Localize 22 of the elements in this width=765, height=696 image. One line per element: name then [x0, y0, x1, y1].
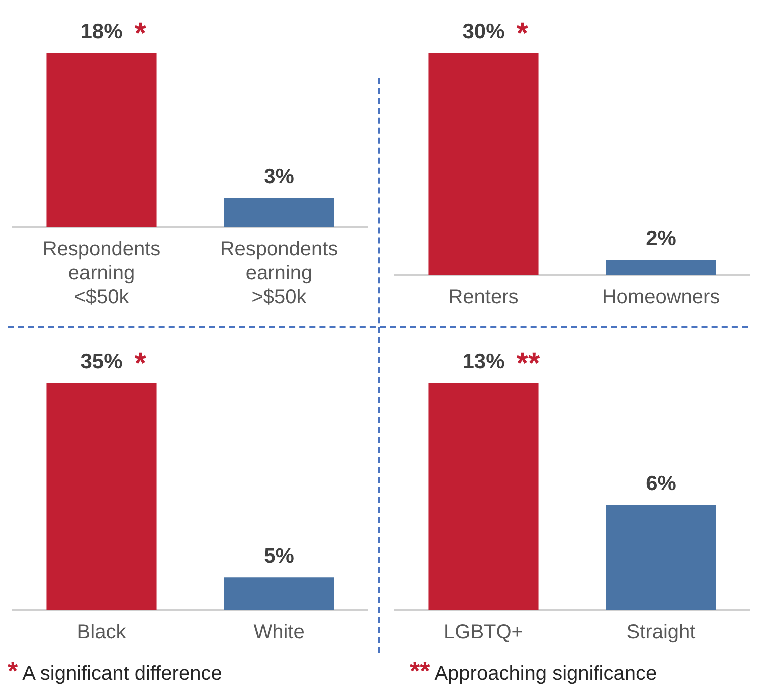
x-tick-label: Respondents earning >$50k [220, 238, 338, 309]
annotation: * [134, 17, 147, 50]
text: ** Approaching significance [410, 656, 658, 686]
x-tick-label: Respondents earning <$50k [42, 238, 161, 309]
annotation: * [134, 347, 147, 380]
x-tick-label: LGBTQ+ [444, 622, 524, 644]
data-label: 3% [264, 165, 295, 188]
data-label: 30% [462, 20, 506, 44]
data-label: 6% [646, 472, 677, 496]
text: * A significant difference [8, 656, 222, 686]
data-label: 18% [80, 20, 124, 44]
annotation: ** [516, 347, 540, 380]
x-tick-label: Straight [626, 622, 696, 644]
x-tick-label: Black [77, 622, 128, 644]
data-label: 2% [646, 227, 677, 250]
annotation: * [516, 17, 529, 50]
x-tick-label: White [254, 622, 305, 644]
data-label: 13% [462, 350, 506, 374]
data-label: 5% [264, 544, 295, 568]
x-tick-label: Homeowners [602, 286, 720, 309]
x-tick-label: Renters [448, 286, 519, 309]
data-label: 35% [80, 350, 124, 374]
